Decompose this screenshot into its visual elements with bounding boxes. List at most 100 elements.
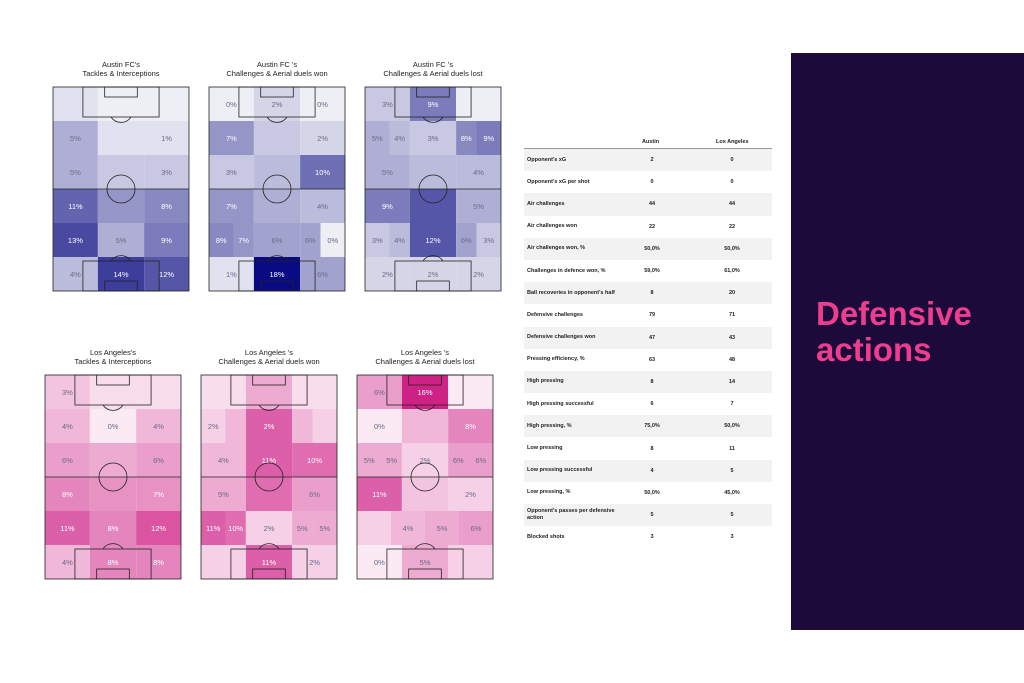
heatmap-cell: [89, 375, 137, 409]
row-label: Air challenges won, %: [527, 245, 586, 252]
heatmap-cell: [292, 477, 337, 511]
heatmap-cell: [459, 511, 493, 545]
los-angeles-value: 61,0%: [724, 268, 740, 275]
heatmap-cell: [201, 477, 246, 511]
heatmap-cell-label: 9%: [483, 134, 494, 143]
heatmap-title: Austin FC 's Challenges & Aerial duels w…: [226, 60, 328, 78]
pitch-marking: [96, 374, 130, 386]
heatmap-cell: [320, 223, 345, 257]
heatmap-cell: [209, 87, 254, 121]
row-label: Pressing efficiency, %: [527, 356, 585, 363]
heatmap-cell: [300, 87, 345, 121]
austin-value: 4: [650, 467, 654, 474]
pitch-marking: [414, 404, 436, 411]
heatmap-cell-label: 8%: [153, 558, 164, 567]
heatmap-cell-label: 2%: [428, 270, 439, 279]
heatmap-cell: [456, 257, 501, 291]
table-row: Opponent's xG 2 0: [524, 149, 772, 172]
heatmap-cell-label: 3%: [372, 236, 383, 245]
heatmap-cell: [300, 223, 321, 257]
heatmap-cell-label: 6%: [475, 456, 486, 465]
table-row: Opponent's xG per shot 0 0: [524, 171, 772, 193]
heatmap-cell-label: 2%: [208, 422, 219, 431]
pitch-marking: [252, 568, 286, 580]
heatmap-cell-label: 2%: [465, 490, 476, 499]
heatmap-cell-label: 4%: [394, 236, 405, 245]
heatmap-cell-label: 12%: [425, 236, 440, 245]
heatmap-cell: [292, 545, 337, 579]
los-angeles-value: 11: [729, 445, 735, 452]
heatmap-cell-label: 2%: [382, 270, 393, 279]
austin-value: 8: [650, 445, 654, 452]
heatmap-cell-label: 9%: [428, 100, 439, 109]
heatmap-cell-label: 12%: [151, 524, 166, 533]
heatmap-pitch: 2% 2% 4% 11% 10% 5% 6% 11% 10% 2% 5% 5% 11% 2%: [200, 374, 338, 580]
pitch-marking: [266, 255, 288, 262]
heatmap-cell-label: 11%: [372, 490, 387, 499]
austin-value: 50,0%: [644, 245, 660, 252]
heatmap-cell: [53, 121, 98, 155]
heatmap-cell: [45, 545, 90, 579]
heatmap-cell-label: 5%: [218, 490, 229, 499]
heatmap-cell: [448, 409, 493, 443]
heatmap-cell: [97, 121, 145, 155]
heatmap-cell-label: 8%: [108, 558, 119, 567]
los-angeles-value: 5: [730, 467, 734, 474]
heatmap-title: Los Angeles 's Challenges & Aerial duels…: [375, 348, 475, 366]
heatmap-cell: [357, 375, 402, 409]
pitch-marking: [110, 116, 132, 123]
heatmap-pitch: 3% 9% 5% 4% 3% 8% 9% 5% 4% 9% 5% 3% 4% 12% 6% 3% 2% 2% 2%: [364, 86, 502, 292]
heatmap-cell: [53, 155, 98, 189]
heatmap-cell: [144, 257, 189, 291]
heatmap-cell: [209, 121, 254, 155]
heatmap-cell: [53, 189, 98, 223]
pitch-marking: [258, 543, 280, 550]
table-row: Defensive challenges 79 71: [524, 304, 772, 326]
heatmap-cell-label: 5%: [116, 236, 127, 245]
pitch-marking: [416, 280, 450, 292]
heatmap-cell: [89, 443, 137, 477]
heatmap-cell: [53, 223, 98, 257]
heatmap-cell: [456, 87, 501, 121]
heatmap-cell-label: 5%: [297, 524, 308, 533]
heatmap-cell: [365, 121, 390, 155]
heatmap-cell: [89, 545, 137, 579]
los-angeles-value: 5: [730, 512, 734, 519]
heatmap-cell-label: 3%: [483, 236, 494, 245]
heatmap-cell: [300, 189, 345, 223]
pitch-marking: [414, 543, 436, 550]
heatmap-cell: [136, 545, 181, 579]
austin-value: 63: [648, 356, 656, 363]
heatmap-cell-label: 4%: [62, 422, 73, 431]
heatmap-cell-label: 3%: [428, 134, 439, 143]
row-label: High pressing: [527, 378, 564, 385]
heatmap-cell: [201, 443, 246, 477]
heatmap-cell: [456, 223, 477, 257]
heatmap-cell: [401, 443, 449, 477]
heatmap-cell-label: 0%: [317, 100, 328, 109]
pitch-marking: [266, 116, 288, 123]
heatmap-cell: [45, 477, 90, 511]
heatmap-cell: [136, 375, 181, 409]
heatmap-cell: [53, 87, 98, 121]
heatmap-cell-label: 5%: [372, 134, 383, 143]
heatmap-cell-label: 4%: [62, 558, 73, 567]
heatmap-cell: [136, 409, 181, 443]
heatmap-cell: [401, 375, 449, 409]
heatmap-cell-label: 11%: [262, 558, 277, 567]
heatmap-cell: [409, 87, 457, 121]
austin-value: 47: [648, 334, 656, 341]
heatmap-cell: [253, 257, 301, 291]
heatmap-cell: [409, 121, 457, 155]
heatmap-cell-label: 16%: [417, 388, 432, 397]
heatmap-cell: [357, 443, 382, 477]
heatmap-cell-label: 5%: [386, 456, 397, 465]
heatmap-cell-label: 10%: [315, 168, 330, 177]
heatmap-cell-label: 3%: [226, 168, 237, 177]
heatmap-cell-label: 6%: [453, 456, 464, 465]
heatmap-cell: [401, 477, 449, 511]
heatmap-cell: [97, 155, 145, 189]
pitch-marking: [106, 174, 136, 204]
austin-value: 75,0%: [644, 423, 660, 430]
heatmap-cell: [389, 223, 410, 257]
